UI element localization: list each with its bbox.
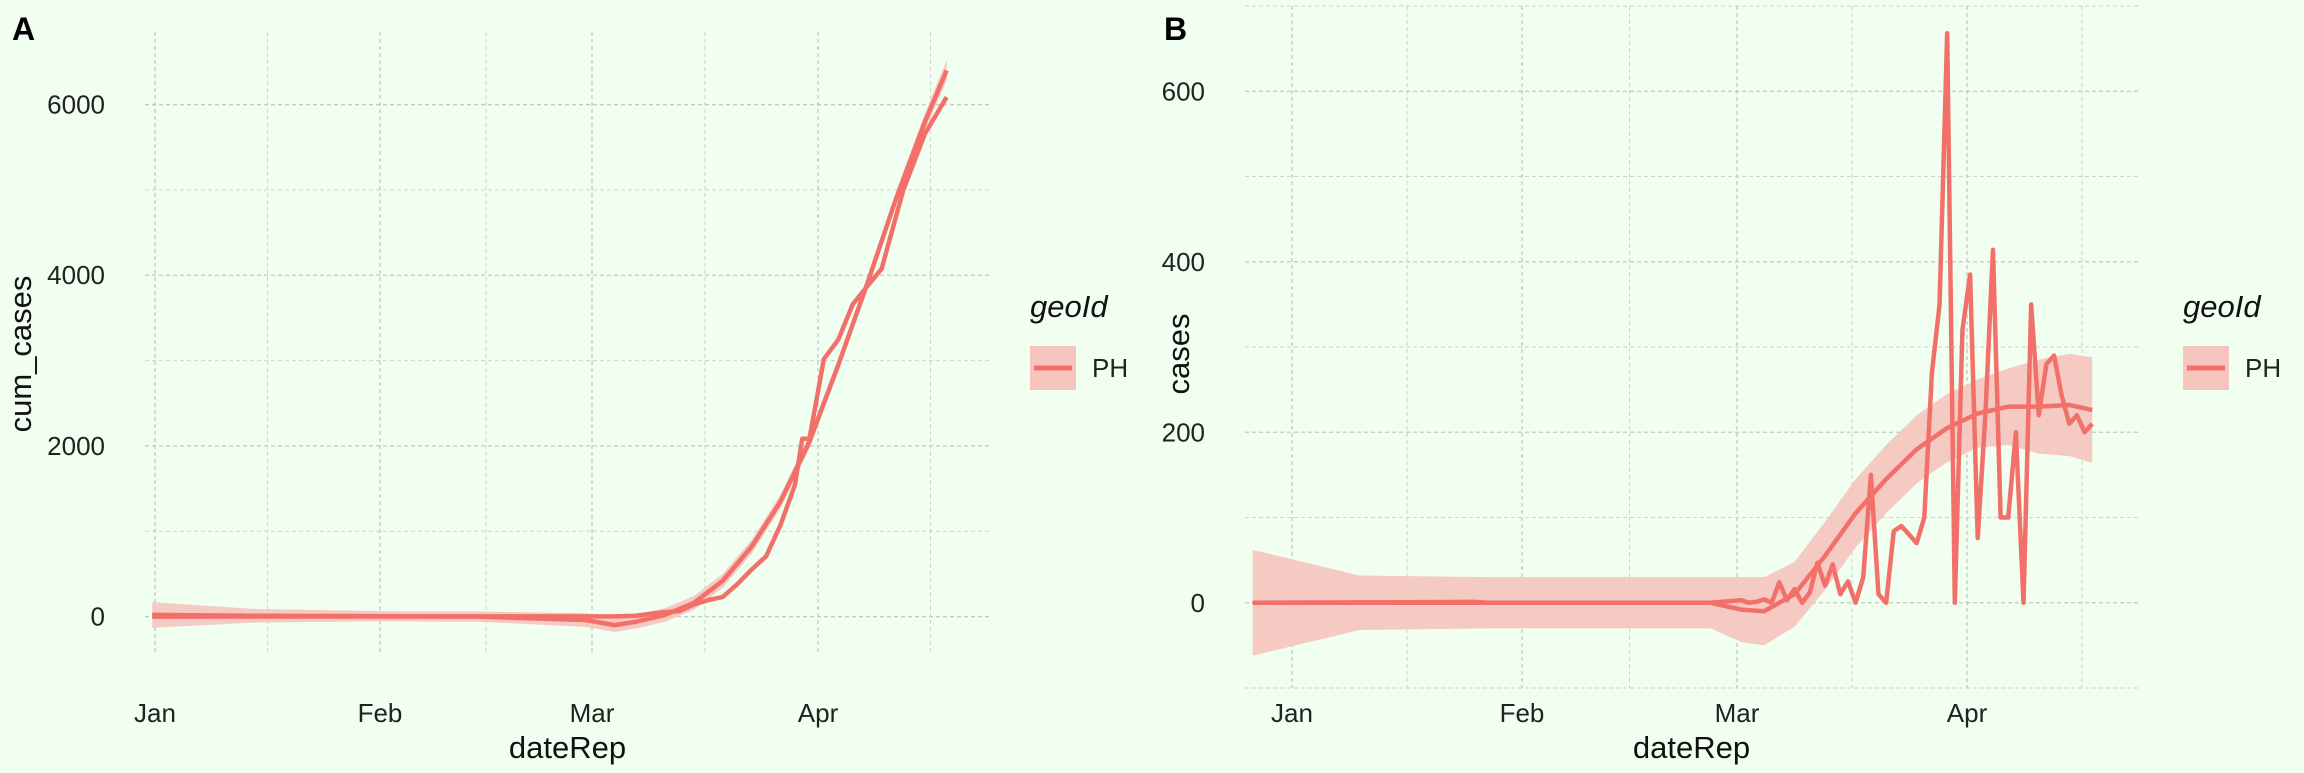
y-tick-label: 0	[1191, 588, 1205, 618]
x-axis-title: dateRep	[1633, 730, 1750, 765]
confidence-band	[152, 60, 947, 632]
grid	[145, 32, 990, 655]
y-axis-title: cases	[1161, 314, 1196, 395]
y-axis-title: cum_cases	[3, 276, 38, 433]
x-axis-title: dateRep	[509, 730, 626, 765]
x-tick-label: Jan	[134, 698, 176, 728]
legend: geoId PH	[1030, 289, 1128, 390]
x-tick-label: Feb	[1500, 698, 1545, 728]
y-tick-label: 0	[91, 602, 105, 632]
y-tick-label: 4000	[47, 260, 105, 290]
legend-label: PH	[2245, 353, 2281, 383]
x-tick-label: Apr	[798, 698, 839, 728]
panel-a-chart: 0 2000 4000 6000 Jan Feb Mar Apr dateRep cum_case…	[3, 32, 1128, 765]
smooth-line	[152, 69, 949, 628]
y-tick-label: 6000	[47, 90, 105, 120]
panel-tag-b: B	[1164, 11, 1187, 47]
y-tick-label: 400	[1162, 247, 1205, 277]
y-tick-label: 200	[1162, 417, 1205, 447]
observed-line	[152, 95, 949, 619]
confidence-band	[1252, 353, 2093, 656]
panel-b-chart: 0 200 400 600 Jan Feb Mar Apr dateRep cases geoId P…	[1161, 5, 2281, 765]
legend-title: geoId	[2183, 289, 2262, 324]
x-tick-label: Jan	[1271, 698, 1313, 728]
x-tick-label: Apr	[1947, 698, 1988, 728]
y-tick-label: 2000	[47, 431, 105, 461]
x-tick-label: Feb	[358, 698, 403, 728]
panel-a: A 0 2000 4000 6000 Jan Feb Mar Apr dateRep cum_ca…	[3, 11, 1128, 765]
x-tick-label: Mar	[1715, 698, 1760, 728]
y-tick-label: 600	[1162, 76, 1205, 106]
legend-title: geoId	[1030, 289, 1109, 324]
observed-line	[1252, 31, 2094, 605]
legend-label: PH	[1092, 353, 1128, 383]
panel-b: B 0 200 400 600 Jan Feb Mar Apr dateRep cases geoI…	[1161, 5, 2281, 765]
panel-tag-a: A	[12, 11, 35, 47]
x-tick-label: Mar	[570, 698, 615, 728]
legend: geoId PH	[2183, 289, 2281, 390]
